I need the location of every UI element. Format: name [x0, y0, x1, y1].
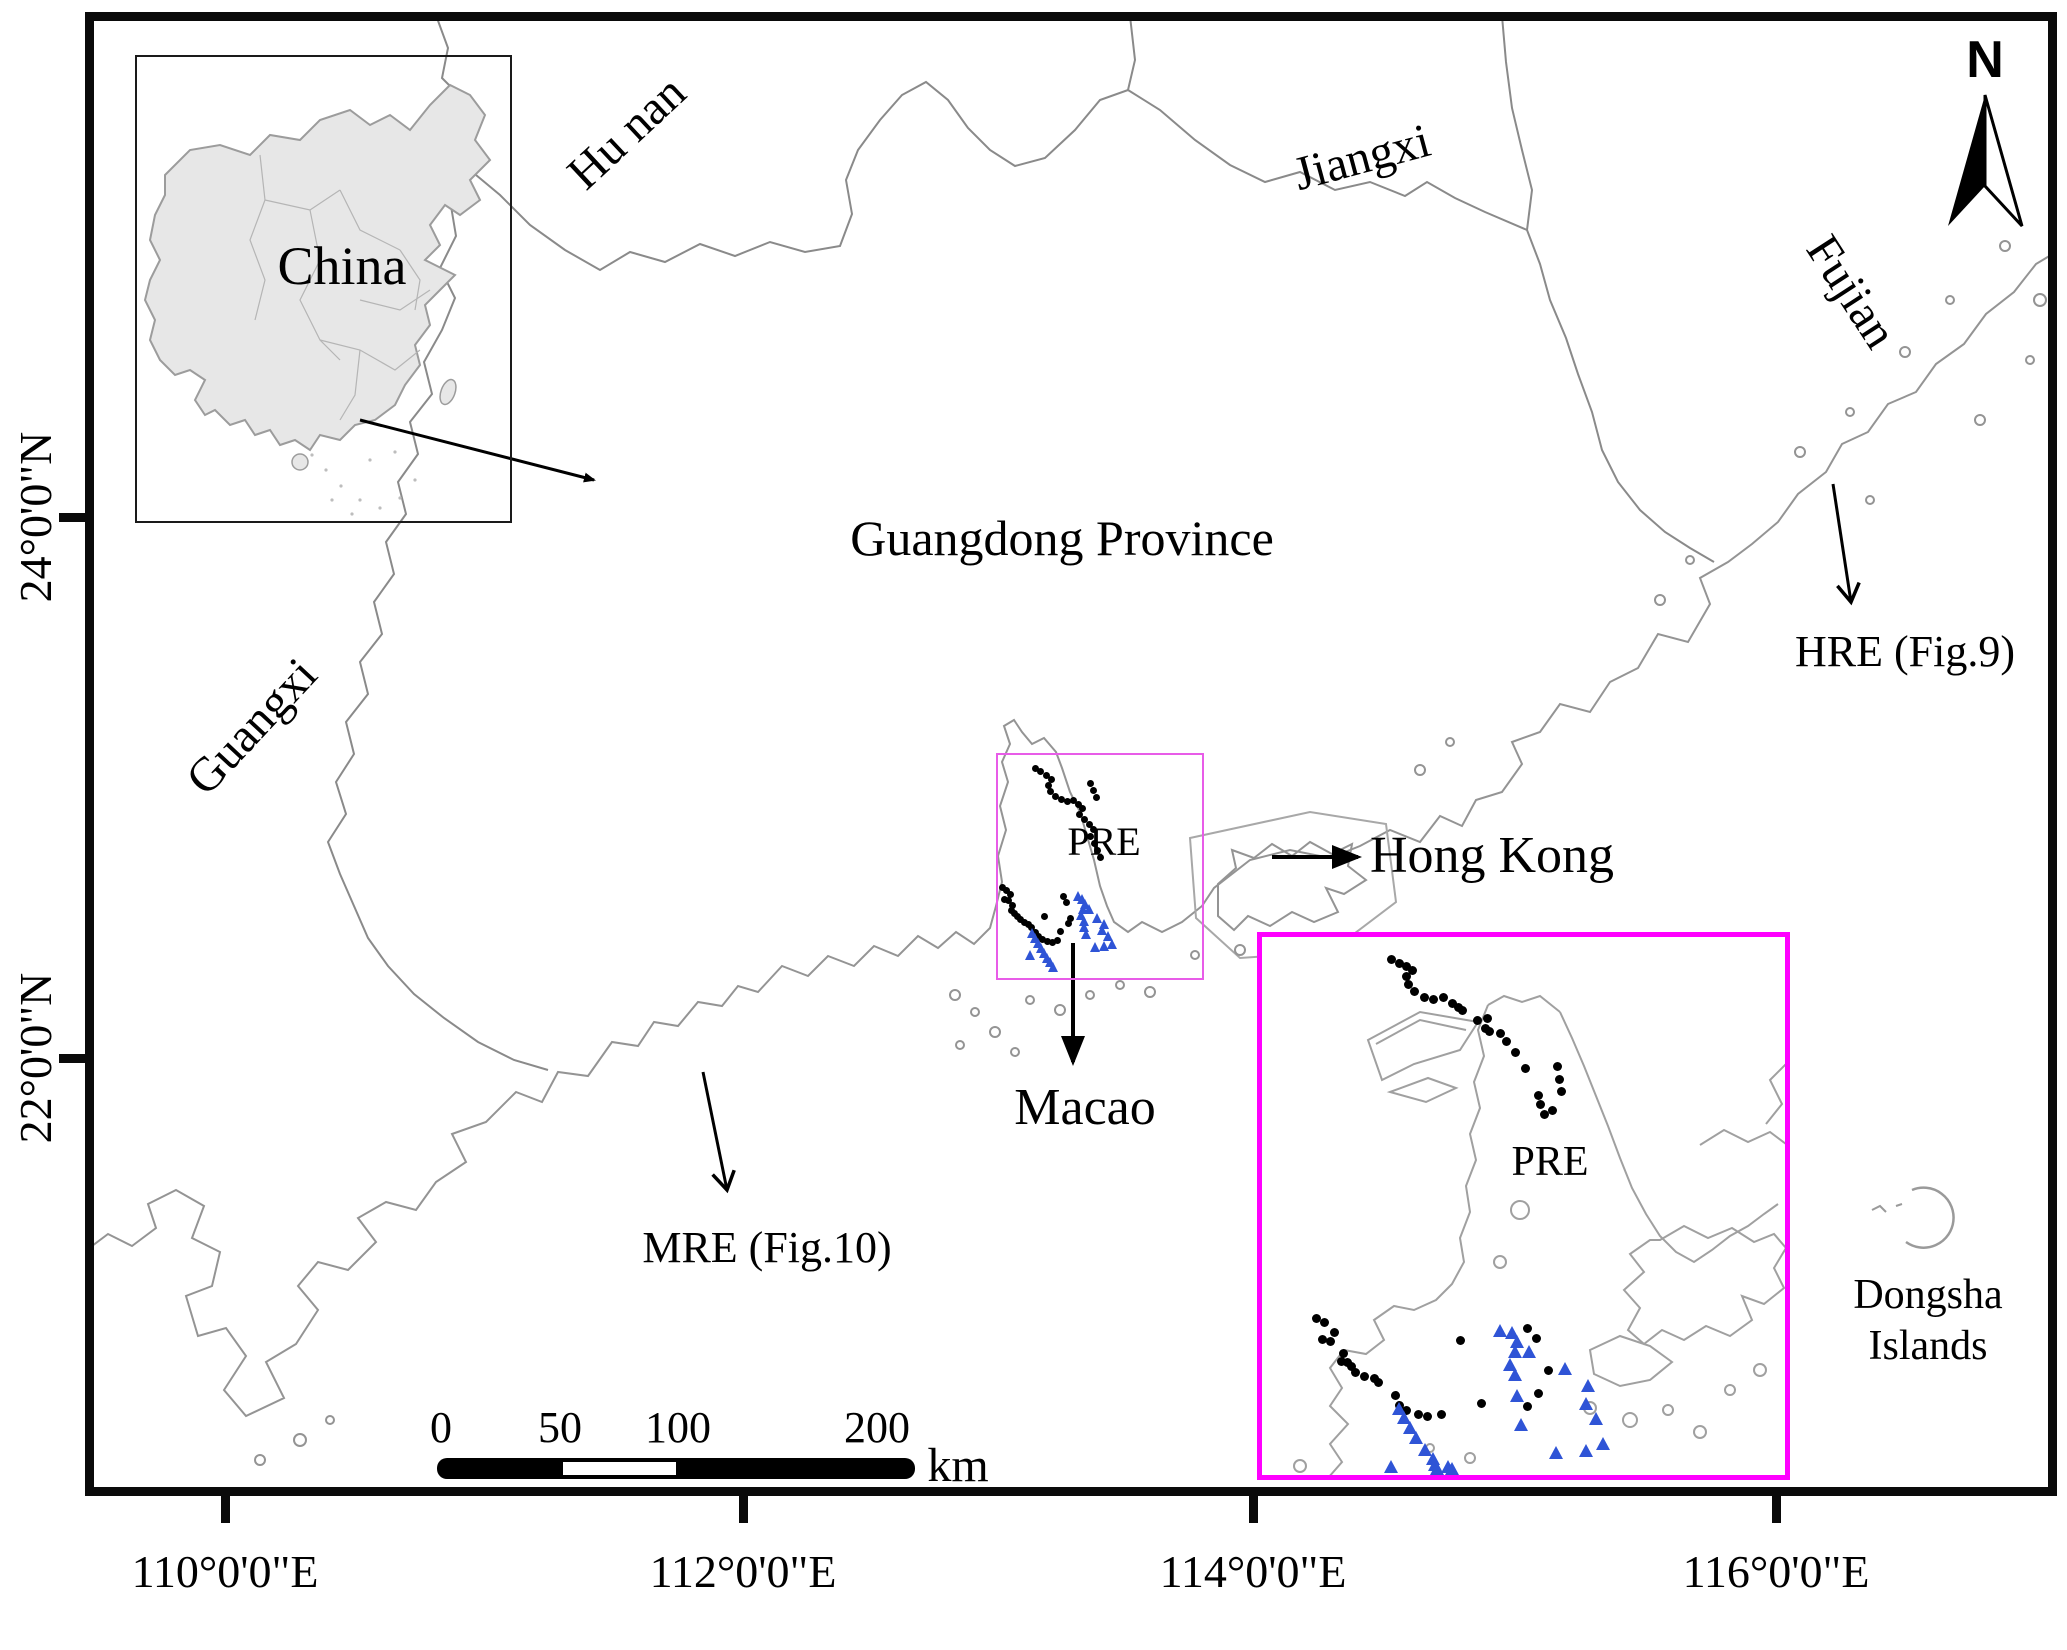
x-axis-label: 114°0'0"E: [1159, 1546, 1347, 1597]
pre-inset-box: [1257, 932, 1790, 1480]
macao-label: Macao: [1014, 1079, 1156, 1136]
hre-label: HRE (Fig.9): [1795, 627, 2015, 676]
hainan-island: [291, 453, 309, 471]
pre-extent-box: [996, 753, 1204, 980]
pre-inset-background: [1259, 934, 1788, 1478]
x-axis-label: 112°0'0"E: [649, 1546, 837, 1597]
hre-arrow: [1831, 483, 1861, 606]
x-axis-tick: [739, 1496, 748, 1523]
north-arrow-icon: [1948, 94, 2024, 228]
inset-wetland-2: [1375, 1018, 1467, 1045]
pre-label-inset: PRE: [1511, 1139, 1589, 1185]
inset-estuary-east-bank: [1559, 1011, 1779, 1264]
china-label: China: [277, 236, 407, 296]
guangdong-fujian-border: [1526, 229, 1715, 563]
china-province-lines: [249, 154, 431, 421]
mre-arrow: [701, 1071, 736, 1194]
coastline: [94, 255, 2048, 1418]
scale-unit-label: km: [927, 1439, 989, 1492]
mainland-geography: [94, 21, 2048, 1466]
y-axis-tick: [59, 1054, 86, 1063]
scale-bar: [437, 1458, 915, 1479]
scale-tick-0: 0: [430, 1403, 452, 1452]
scale-tick-50: 50: [538, 1403, 582, 1452]
north-arrow-label: N: [1966, 31, 2004, 89]
map-frame: [85, 12, 2057, 1496]
china-inset-box: [135, 55, 512, 523]
inset-wetland-3: [1386, 1076, 1459, 1104]
south-china-sea-islets: [310, 450, 417, 516]
scale-tick-100: 100: [645, 1403, 711, 1452]
x-axis-tick: [1249, 1496, 1258, 1523]
inset-hk-landmass: [1622, 1224, 1788, 1346]
guangdong-north-border: [469, 80, 1528, 272]
hong-kong-landmass: [1217, 840, 1368, 932]
china-inset-map: [143, 83, 596, 516]
hong-kong-label: Hong Kong: [1369, 827, 1615, 884]
pre-inset-geography: [1293, 994, 1788, 1478]
inset-wetland-1: [1366, 1010, 1480, 1082]
hunan-jiangxi-border: [1127, 21, 1137, 91]
scale-tick-200: 200: [844, 1403, 910, 1452]
y-axis-label: 22°0'0"N: [10, 972, 61, 1144]
china-outline: [143, 83, 492, 452]
taiwan-island: [439, 378, 457, 406]
scale-bar-white-segment: [563, 1462, 676, 1475]
x-axis-label: 116°0'0"E: [1682, 1546, 1870, 1597]
x-axis-tick: [221, 1496, 230, 1523]
inset-shenzhen-coast: [1699, 1128, 1787, 1146]
jiangxi-fujian-border: [1501, 21, 1534, 231]
pre-label-main: PRE: [1067, 819, 1141, 864]
dongsha-islets: [1871, 1203, 1903, 1213]
inset-estuary-west-bank: [1327, 1004, 1489, 1478]
x-axis-tick: [1772, 1496, 1781, 1523]
dongsha-label-line2: Islands: [1868, 1323, 1988, 1369]
mre-label: MRE (Fig.10): [642, 1223, 892, 1272]
inset-lantau-island: [1588, 1334, 1674, 1388]
y-axis-tick: [59, 513, 86, 522]
x-axis-label: 110°0'0"E: [131, 1546, 319, 1597]
y-axis-label: 24°0'0"N: [10, 431, 61, 603]
inset-estuary-head: [1487, 994, 1561, 1013]
dongsha-atoll-outline: [1905, 1186, 1955, 1249]
china-to-guangdong-arrow: [359, 418, 596, 483]
dongsha-label-line1: Dongsha: [1853, 1272, 2003, 1318]
province-label-guangdong: Guangdong Province: [850, 510, 1274, 566]
